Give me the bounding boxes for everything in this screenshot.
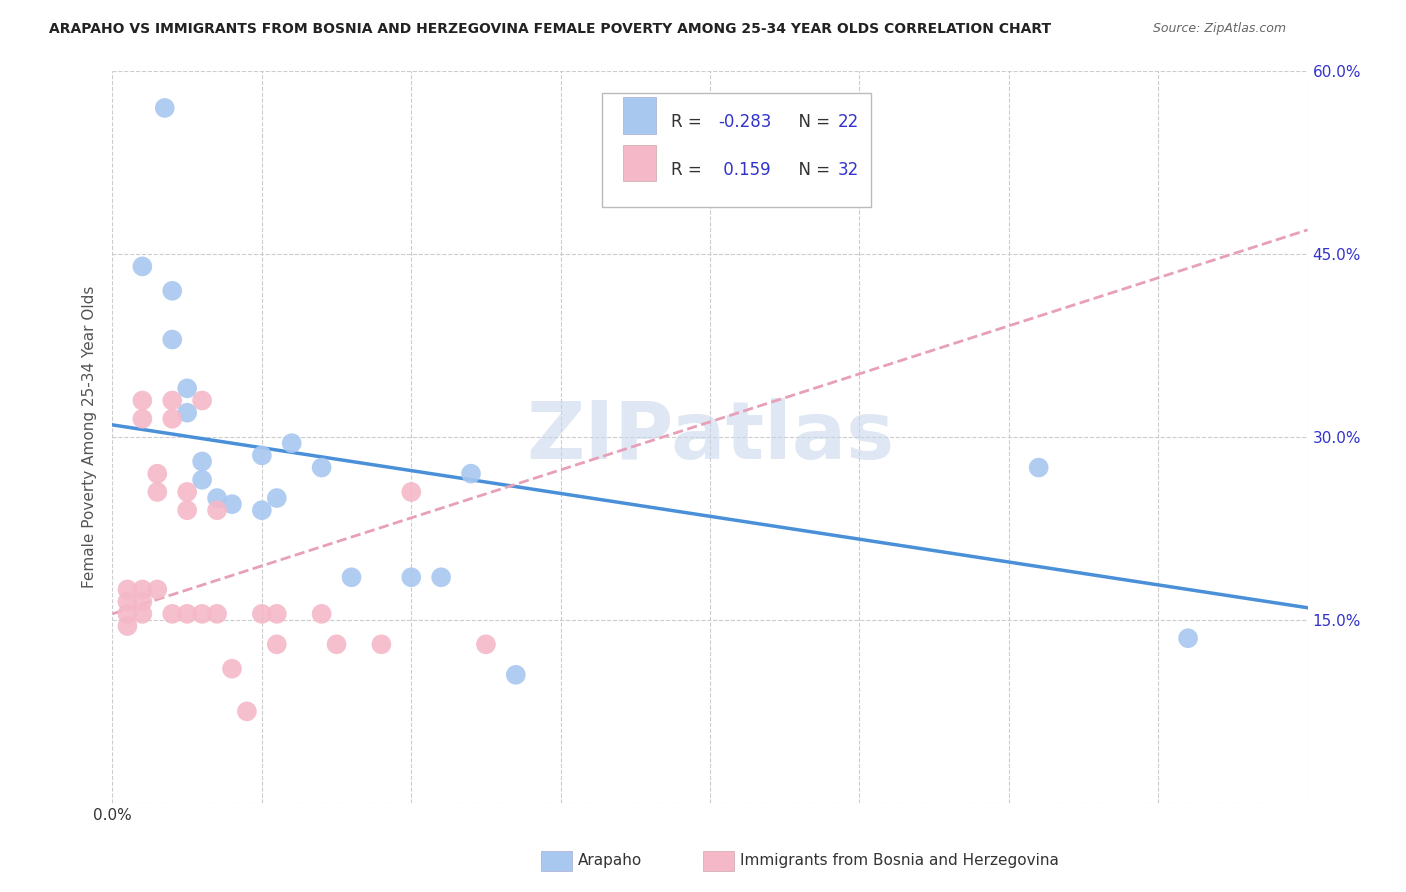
- Point: [146, 485, 169, 500]
- Text: R =: R =: [671, 161, 707, 178]
- Point: [205, 503, 228, 517]
- FancyBboxPatch shape: [623, 145, 657, 181]
- Point: [131, 412, 153, 426]
- Point: [176, 503, 198, 517]
- Point: [146, 467, 169, 481]
- Point: [146, 582, 169, 597]
- Point: [401, 485, 423, 500]
- Point: [505, 667, 527, 681]
- Point: [191, 393, 214, 408]
- Point: [221, 497, 243, 511]
- FancyBboxPatch shape: [603, 94, 872, 207]
- Point: [311, 460, 333, 475]
- Point: [250, 607, 273, 621]
- Point: [250, 503, 273, 517]
- Point: [191, 607, 214, 621]
- Point: [131, 594, 153, 608]
- Point: [162, 284, 183, 298]
- Point: [176, 381, 198, 395]
- Point: [131, 260, 153, 274]
- Point: [117, 594, 139, 608]
- Text: Immigrants from Bosnia and Herzegovina: Immigrants from Bosnia and Herzegovina: [740, 854, 1059, 868]
- Point: [266, 637, 288, 651]
- Text: R =: R =: [671, 113, 707, 131]
- Point: [162, 393, 183, 408]
- Point: [281, 436, 304, 450]
- Point: [162, 333, 183, 347]
- Point: [131, 393, 153, 408]
- Point: [266, 491, 288, 505]
- Text: N =: N =: [787, 161, 835, 178]
- Text: N =: N =: [787, 113, 835, 131]
- Point: [266, 607, 288, 621]
- Point: [176, 607, 198, 621]
- Point: [1177, 632, 1199, 646]
- Point: [325, 637, 347, 651]
- Point: [401, 570, 423, 584]
- Point: [221, 662, 243, 676]
- Point: [176, 406, 198, 420]
- Point: [191, 454, 214, 468]
- Point: [475, 637, 498, 651]
- Text: 22: 22: [838, 113, 859, 131]
- Text: ZIPatlas: ZIPatlas: [526, 398, 894, 476]
- Point: [131, 582, 153, 597]
- Point: [205, 491, 228, 505]
- Point: [117, 582, 139, 597]
- Point: [311, 607, 333, 621]
- Text: Arapaho: Arapaho: [578, 854, 643, 868]
- Point: [162, 607, 183, 621]
- Point: [117, 607, 139, 621]
- Text: 32: 32: [838, 161, 859, 178]
- Point: [162, 412, 183, 426]
- Point: [1028, 460, 1050, 475]
- Text: Source: ZipAtlas.com: Source: ZipAtlas.com: [1153, 22, 1286, 36]
- Point: [153, 101, 176, 115]
- Point: [176, 485, 198, 500]
- Point: [236, 705, 259, 719]
- Y-axis label: Female Poverty Among 25-34 Year Olds: Female Poverty Among 25-34 Year Olds: [82, 286, 97, 588]
- Point: [117, 619, 139, 633]
- Point: [340, 570, 363, 584]
- Point: [205, 607, 228, 621]
- Text: ARAPAHO VS IMMIGRANTS FROM BOSNIA AND HERZEGOVINA FEMALE POVERTY AMONG 25-34 YEA: ARAPAHO VS IMMIGRANTS FROM BOSNIA AND HE…: [49, 22, 1052, 37]
- Text: 0.159: 0.159: [718, 161, 770, 178]
- Point: [250, 448, 273, 462]
- Text: -0.283: -0.283: [718, 113, 772, 131]
- Point: [370, 637, 392, 651]
- Point: [460, 467, 482, 481]
- Point: [191, 473, 214, 487]
- Point: [131, 607, 153, 621]
- FancyBboxPatch shape: [623, 97, 657, 134]
- Point: [430, 570, 453, 584]
